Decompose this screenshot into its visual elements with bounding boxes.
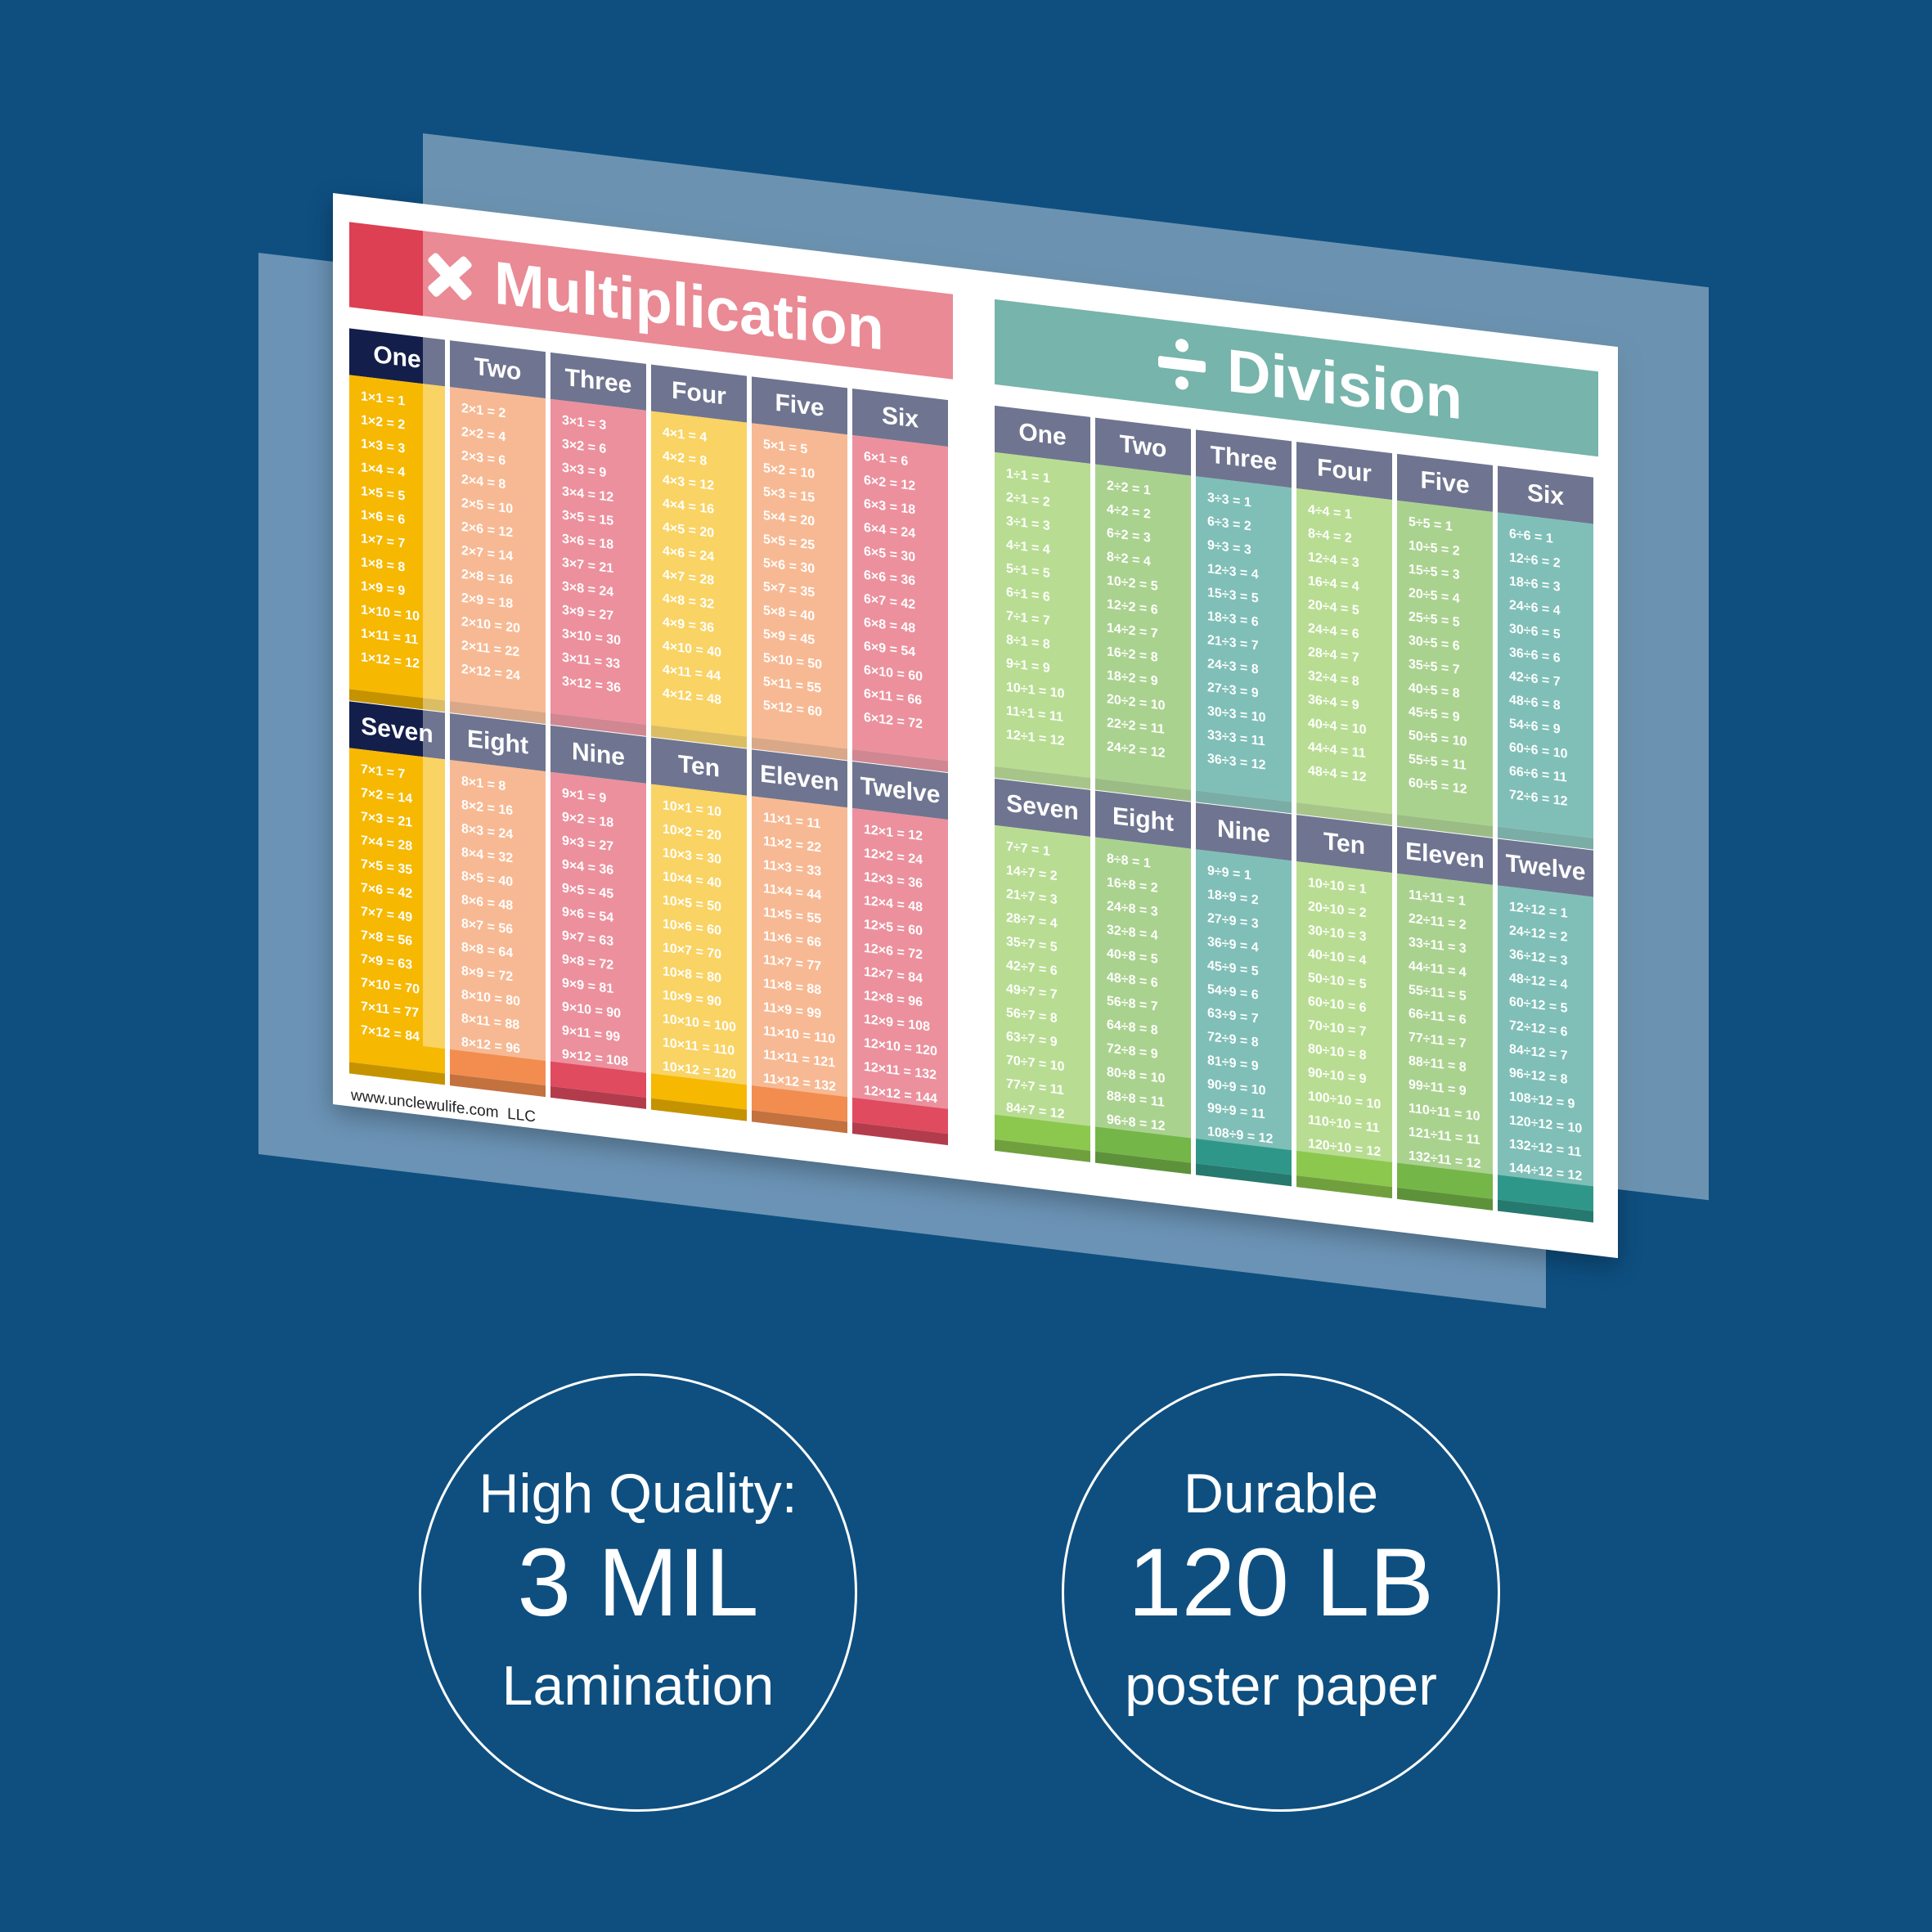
badge-line: Lamination xyxy=(501,1655,775,1717)
badge: Durable 120 LB poster paper xyxy=(1062,1373,1500,1812)
badge: High Quality: 3 MIL Lamination xyxy=(419,1373,857,1812)
divide-icon xyxy=(1158,339,1206,390)
division-section: Division One 1÷1 = 1 2÷1 = 2 3÷1 = 3 4÷1 = 4… xyxy=(995,272,1598,1256)
badge-line: High Quality: xyxy=(479,1462,798,1525)
badge-line: 3 MIL xyxy=(517,1529,759,1637)
badge-line: 120 LB xyxy=(1128,1529,1434,1637)
badge-line: poster paper xyxy=(1125,1655,1437,1717)
badge-line: Durable xyxy=(1183,1462,1379,1525)
lamination-sheet-front xyxy=(423,133,1709,1201)
title-band: Division xyxy=(995,299,1598,457)
title-band: Multiplication xyxy=(349,222,953,380)
times-icon xyxy=(428,253,472,300)
